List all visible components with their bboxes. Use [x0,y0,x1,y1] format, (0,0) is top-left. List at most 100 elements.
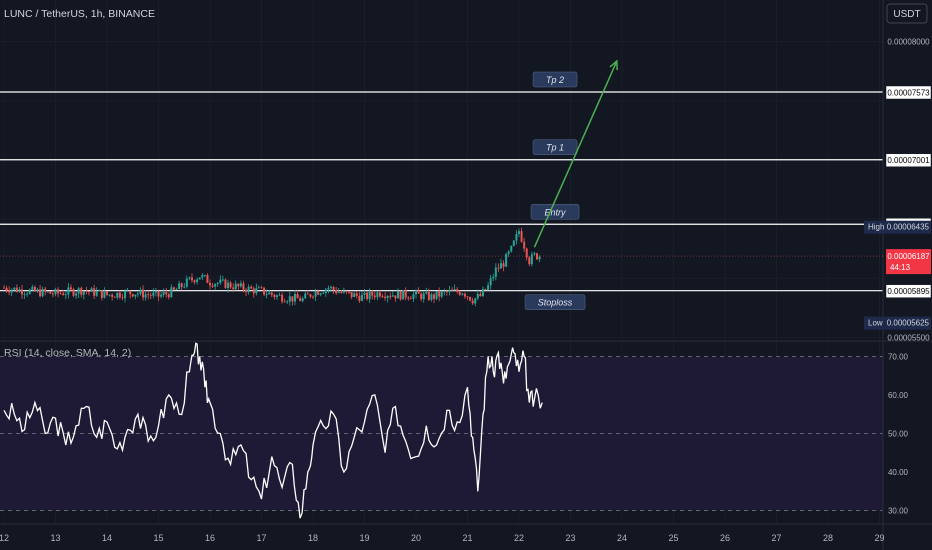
last-price-tag [886,249,931,275]
candle-body [494,267,497,277]
candle-body [54,289,57,295]
level-price-tag [885,153,932,167]
candle-body [296,293,299,299]
candle-body [209,282,211,286]
candle-body [322,292,325,294]
candle-body [33,286,36,292]
candle-body [342,290,345,293]
candle-body [64,294,67,296]
candle-body [90,288,93,292]
candle-body [301,298,304,302]
candle-body [245,289,248,293]
candle-body [319,293,322,295]
candle-body [129,290,132,295]
level-price-label: 0.00007001 [887,156,930,165]
candle-body [417,290,420,294]
candle-body [131,294,134,297]
x-tick-label: 24 [617,533,627,543]
level-annotation-tp-1: Tp 1 [546,143,564,153]
candle-body [255,287,258,294]
candle-body [389,296,392,297]
candle-body [44,288,47,292]
candle-body [332,287,335,291]
currency-button[interactable] [886,3,928,24]
candle-body [72,289,75,296]
candle-body [247,286,250,293]
candle-body [126,290,129,292]
candle-body [167,294,170,298]
candle-body [108,294,111,296]
candle-body [162,292,165,295]
candle-body [118,292,121,298]
candle-body [124,290,127,299]
candle-body [185,278,188,287]
x-tick-label: 29 [874,533,884,543]
candle-body [368,291,371,299]
candle-body [399,291,402,300]
candle-body [497,267,500,269]
candle-body [80,288,83,295]
candle-body [314,291,317,297]
candle-body [317,291,320,295]
candle-body [471,300,474,304]
candle-body [427,291,430,300]
candle-body [39,289,42,297]
candle-body [492,276,495,279]
candle-body [476,293,479,299]
level-annotation-box [532,71,578,88]
rsi-tick-label: 40.00 [888,468,909,477]
candle-body [85,291,88,292]
candle-body [360,294,363,301]
level-annotation-box [524,294,586,310]
candle-body [453,289,456,291]
candle-body [489,278,492,286]
high-marker-value: 0.00006435 [887,223,930,232]
candle-body [373,295,376,298]
candle-body [157,291,160,297]
x-tick-label: 18 [308,533,318,543]
candle-body [458,291,461,295]
candle-body [538,256,541,260]
candle-body [422,293,425,300]
high-marker-label: High [868,223,884,232]
candle-body [193,280,196,283]
candle-body [394,295,397,299]
candle-body [363,292,366,295]
candle-body [340,292,343,293]
rsi-tick-label: 30.00 [888,507,909,516]
candle-body [499,263,502,269]
candle-body [293,293,296,302]
candle-body [330,287,333,289]
x-tick-label: 16 [205,533,215,543]
candle-body [15,287,18,293]
candle-body [59,293,62,295]
candle-body [505,253,508,267]
candle-body [252,288,255,294]
candle-body [337,292,340,293]
candle-body [335,290,338,293]
candle-body [154,291,157,293]
candle-body [149,294,152,296]
rsi-title: RSI (14, close, SMA, 14, 2) [4,347,131,359]
candle-body [242,283,245,290]
rsi-tick-label: 60.00 [888,391,909,400]
candle-body [466,296,469,298]
level-annotation-stoploss: Stoploss [538,298,573,308]
candle-body [139,289,142,294]
candle-body [180,283,183,287]
candle-body [353,293,356,298]
candle-body [237,283,240,287]
candle-body [327,288,330,290]
candle-body [420,293,423,300]
candle-body [152,292,155,296]
candle-body [211,285,214,287]
level-annotation-entry: Entry [545,207,567,217]
candle-body [219,279,222,284]
candle-body [415,290,417,295]
candle-body [435,291,438,299]
candle-body [404,290,407,298]
candle-body [479,293,482,296]
x-tick-label: 23 [565,533,575,543]
